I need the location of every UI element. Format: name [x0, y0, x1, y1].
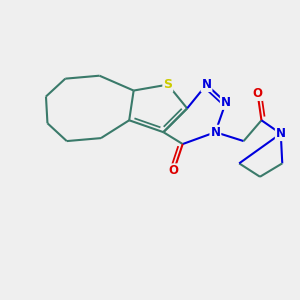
Text: N: N [221, 96, 231, 109]
Text: S: S [163, 78, 172, 91]
Text: O: O [253, 87, 262, 100]
Text: N: N [276, 127, 286, 140]
Text: N: N [202, 78, 212, 91]
Text: O: O [169, 164, 179, 177]
Text: N: N [210, 126, 220, 139]
